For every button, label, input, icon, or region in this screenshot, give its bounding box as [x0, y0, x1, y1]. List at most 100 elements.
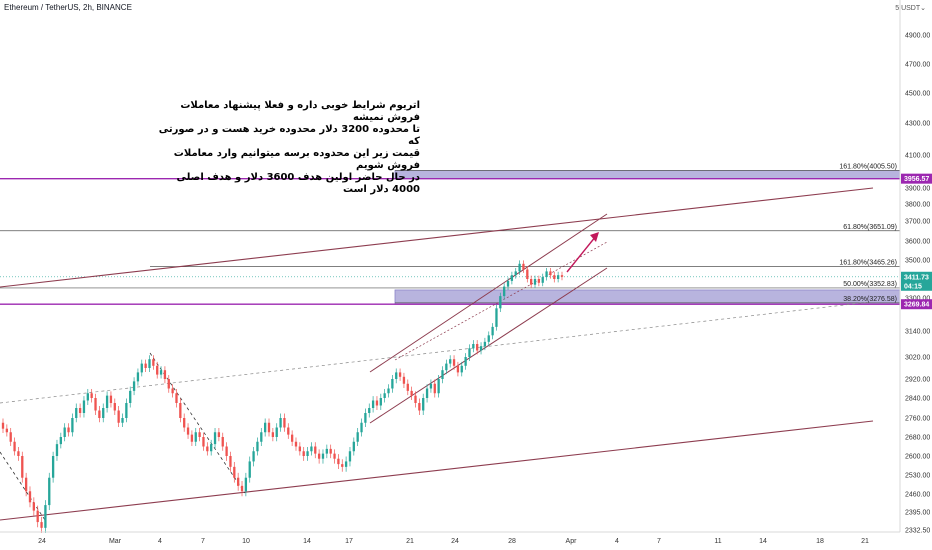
- candle-body: [479, 346, 483, 351]
- price-badge: [901, 173, 932, 184]
- candle-body: [210, 444, 213, 452]
- candle-body: [456, 365, 460, 373]
- price-badge-label: 04:15: [904, 283, 922, 290]
- candle-body: [125, 403, 128, 418]
- y-tick-label: 4700.00: [905, 62, 930, 69]
- candle-body: [310, 446, 313, 452]
- candle-body: [360, 422, 363, 433]
- candle-body: [364, 413, 367, 423]
- candle-body: [341, 464, 344, 467]
- candle-body: [491, 326, 494, 336]
- currency-code: USDT: [901, 5, 921, 12]
- x-tick-label: 21: [861, 538, 869, 545]
- candle-body: [418, 403, 421, 411]
- candle-body: [553, 275, 556, 279]
- candle-body: [348, 451, 352, 462]
- analysis-note-line: در حال حاضر اولین هدف 3600 دلار و هدف اص…: [176, 172, 420, 195]
- y-tick-label: 2460.00: [905, 492, 930, 499]
- candle-body: [78, 408, 82, 413]
- candle-body: [383, 393, 386, 398]
- candle-body: [510, 275, 514, 281]
- candle-body: [468, 348, 471, 357]
- candle-body: [487, 335, 490, 342]
- candle-body: [398, 372, 402, 377]
- y-tick-label: 2840.00: [905, 396, 930, 403]
- candle-body: [240, 485, 244, 492]
- candle-body: [402, 376, 406, 384]
- x-tick-label: 28: [508, 538, 516, 545]
- candle-body: [144, 363, 147, 368]
- candle-body: [267, 422, 271, 433]
- price-badge: [901, 271, 932, 282]
- candle-body: [333, 453, 336, 459]
- candle-body: [314, 446, 317, 454]
- candle-body: [533, 279, 537, 285]
- candle-body: [28, 491, 32, 503]
- price-badge: [901, 280, 932, 291]
- candle-body: [406, 383, 409, 391]
- candle-body: [1, 422, 5, 429]
- long-upper-trendline: [0, 187, 874, 288]
- candle-body: [9, 432, 12, 442]
- x-tick-label: 14: [759, 538, 767, 545]
- support-zone: [394, 289, 901, 305]
- candle-body: [560, 275, 564, 277]
- candle-body: [71, 418, 74, 433]
- candle-body: [518, 263, 521, 272]
- candle-body: [225, 446, 228, 456]
- candle-body: [113, 403, 116, 411]
- price-badge: [901, 299, 932, 310]
- analysis-note-line: تا محدوده 3200 دلار محدوده خرید هست و در…: [158, 124, 420, 147]
- x-tick-label: 7: [657, 538, 661, 545]
- candle-body: [499, 296, 502, 309]
- candle-body: [371, 400, 375, 408]
- candle-body: [337, 458, 340, 465]
- candle-body: [86, 393, 89, 401]
- candle-body: [102, 408, 105, 418]
- candle-body: [252, 451, 255, 462]
- candle-body: [329, 448, 332, 454]
- y-tick-label: 4100.00: [905, 153, 930, 160]
- x-tick-label: 14: [303, 538, 311, 545]
- candle-body: [425, 388, 429, 398]
- candle-body: [202, 437, 205, 447]
- candle-body: [325, 448, 328, 454]
- x-tick-label: 4: [158, 538, 162, 545]
- long-lower-trendline: [0, 420, 874, 521]
- candle-body: [321, 453, 325, 459]
- candle-body: [287, 427, 290, 435]
- candle-body: [179, 403, 182, 418]
- y-tick-label: 3020.00: [905, 355, 930, 362]
- candle-body: [183, 418, 186, 428]
- candle-body: [32, 502, 35, 511]
- rising-channel-upper: [369, 213, 608, 373]
- candle-body: [105, 395, 109, 408]
- candle-body: [40, 522, 43, 528]
- candle-body: [198, 432, 201, 437]
- candle-body: [549, 271, 552, 276]
- candle-body: [148, 359, 151, 368]
- x-tick-label: 24: [451, 538, 459, 545]
- candle-body: [472, 344, 475, 349]
- candle-body: [156, 365, 159, 375]
- candle-body: [90, 393, 93, 398]
- y-tick-label: 2760.00: [905, 416, 930, 423]
- y-tick-label: 2332.50: [905, 528, 930, 535]
- candle-body: [375, 400, 379, 406]
- candle-body: [302, 451, 305, 456]
- candle-body: [260, 432, 263, 442]
- currency-label: 5 USDT⌄: [895, 5, 926, 12]
- y-tick-label: 3600.00: [905, 239, 930, 246]
- candle-body: [395, 372, 398, 379]
- candle-body: [483, 341, 487, 347]
- x-tick-label: 4: [615, 538, 619, 545]
- candle-body: [283, 418, 286, 428]
- candle-body: [495, 308, 498, 327]
- x-tick-label: 24: [38, 538, 46, 545]
- analysis-note-line: قیمت زیر این محدوده برسه میتوانیم وارد م…: [173, 148, 420, 171]
- candle-body: [445, 363, 448, 371]
- candle-body: [530, 279, 533, 285]
- candle-body: [233, 466, 236, 478]
